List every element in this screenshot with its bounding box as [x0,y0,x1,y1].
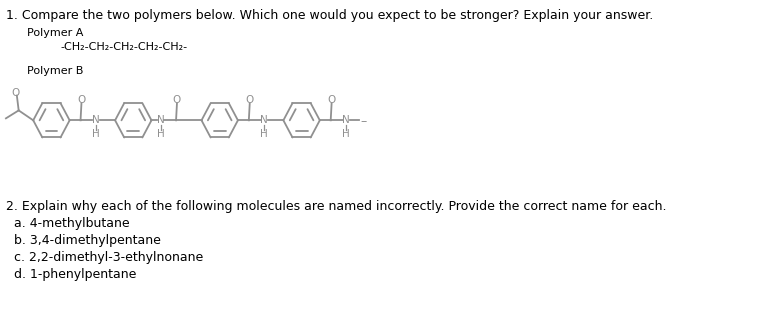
Text: N: N [342,115,350,125]
Text: O: O [328,95,335,104]
Text: N: N [157,115,164,125]
Text: –: – [361,115,367,128]
Text: -CH₂-CH₂-CH₂-CH₂-CH₂-: -CH₂-CH₂-CH₂-CH₂-CH₂- [60,42,187,52]
Text: O: O [173,95,181,104]
Text: c. 2,2-dimethyl-3-ethylnonane: c. 2,2-dimethyl-3-ethylnonane [14,251,204,264]
Text: b. 3,4-dimethylpentane: b. 3,4-dimethylpentane [14,234,161,247]
Text: O: O [12,88,20,98]
Text: N: N [92,115,100,125]
Text: H: H [157,129,164,139]
Text: a. 4-methylbutane: a. 4-methylbutane [14,217,130,230]
Text: O: O [246,95,254,104]
Text: Polymer B: Polymer B [27,66,83,76]
Text: 2. Explain why each of the following molecules are named incorrectly. Provide th: 2. Explain why each of the following mol… [6,200,666,213]
Text: d. 1-phenylpentane: d. 1-phenylpentane [14,268,136,281]
Text: O: O [77,95,86,104]
Text: N: N [261,115,268,125]
Text: H: H [342,129,350,139]
Text: H: H [92,129,100,139]
Text: H: H [261,129,268,139]
Text: 1. Compare the two polymers below. Which one would you expect to be stronger? Ex: 1. Compare the two polymers below. Which… [6,9,653,22]
Text: Polymer A: Polymer A [27,28,83,38]
